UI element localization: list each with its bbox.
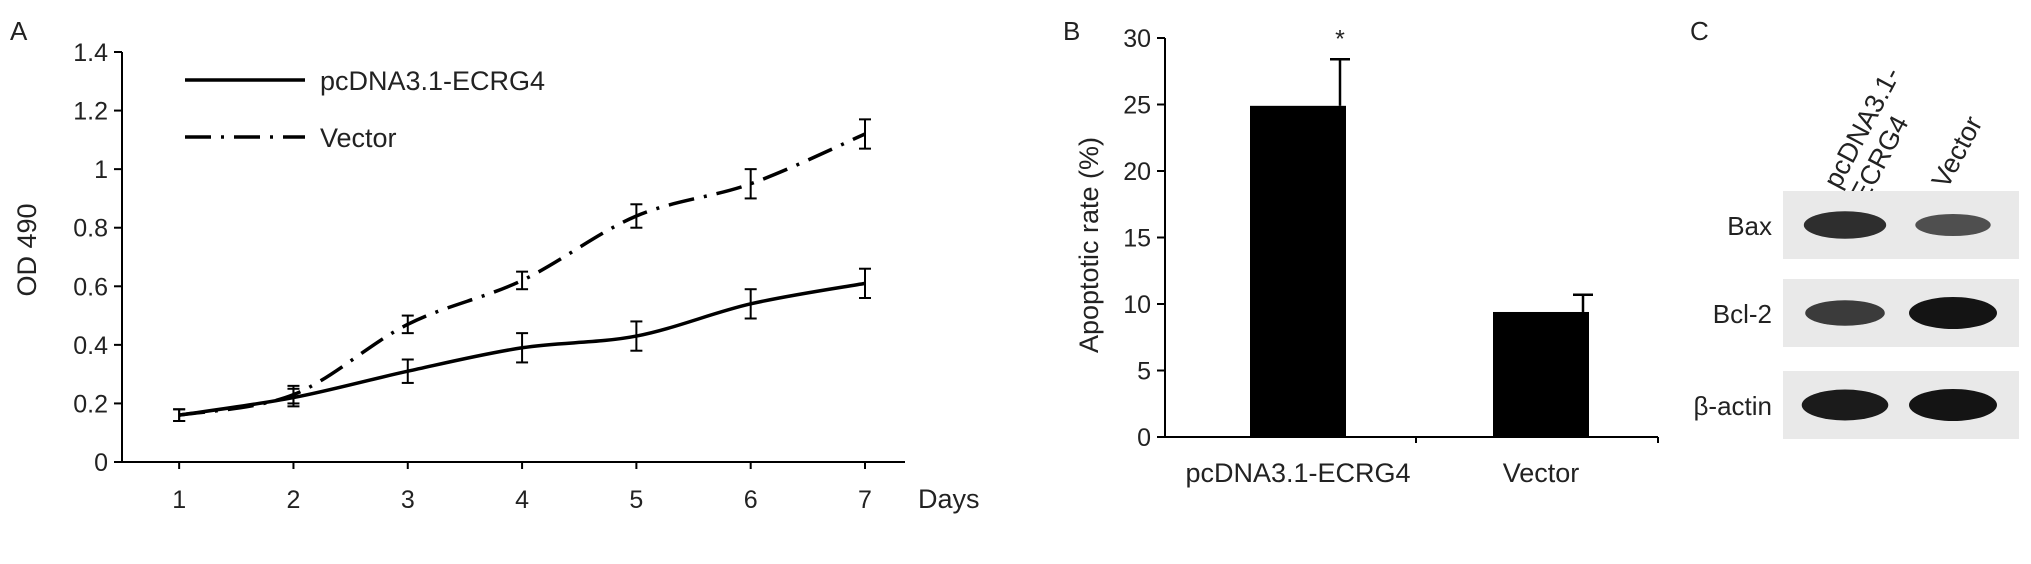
lane-label-line: Vector bbox=[1926, 111, 1988, 193]
panel-a-y-tick-label: 1 bbox=[94, 156, 108, 184]
lane-label: Vector bbox=[1926, 111, 1988, 193]
bar bbox=[1493, 311, 1589, 437]
panel-b: B Apoptotic rate (%) 0 5 10 15 20 25 30 * pcDNA… bbox=[1063, 16, 1659, 488]
panel-a-series-group bbox=[173, 118, 871, 422]
panel-a-y-axis-title: OD 490 bbox=[12, 203, 42, 296]
panel-a-x-tick-label: 5 bbox=[629, 486, 643, 514]
legend-label-ecrg4: pcDNA3.1-ECRG4 bbox=[320, 66, 545, 96]
panel-b-y-tick-label: 30 bbox=[1123, 25, 1151, 53]
panel-a-x-tick-label: 7 bbox=[858, 486, 872, 514]
legend-label-vector: Vector bbox=[320, 123, 397, 153]
blot-band bbox=[1801, 389, 1889, 421]
panel-b-y-tick-label: 15 bbox=[1123, 225, 1151, 253]
blot-band bbox=[1909, 389, 1997, 421]
panel-a-x-tick-label: 2 bbox=[287, 486, 301, 514]
panel-a-axes: 0 0.2 0.4 0.6 0.8 1 1.2 1.4 1 2 3 4 5 6 7 bbox=[73, 39, 905, 514]
blot-row-label: Bcl-2 bbox=[1713, 299, 1772, 329]
panel-a-x-tick-label: 3 bbox=[401, 486, 415, 514]
panel-c-letter: C bbox=[1690, 16, 1709, 46]
panel-a-x-tick-label: 6 bbox=[744, 486, 758, 514]
panel-a-x-tick-label: 4 bbox=[515, 486, 529, 514]
panel-c: C pcDNA3.1-ECRG4 Vector Bax Bcl-2 β-actin bbox=[1690, 16, 2019, 439]
panel-b-y-tick-label: 0 bbox=[1137, 424, 1151, 452]
blot-row-label: Bax bbox=[1727, 211, 1772, 241]
blot-band bbox=[1805, 300, 1885, 326]
panel-b-bars-group: * pcDNA3.1-ECRG4 Vector bbox=[1185, 25, 1593, 488]
panel-a-x-axis-title: Days bbox=[918, 484, 980, 514]
panel-a-x-tick-label: 1 bbox=[172, 486, 186, 514]
panel-a: A OD 490 Days 0 0.2 0.4 0.6 0.8 1 1.2 1.4 1 2 3 4 5 6… bbox=[10, 16, 980, 514]
western-blot: pcDNA3.1-ECRG4 Vector Bax Bcl-2 β-actin bbox=[1693, 62, 2019, 439]
blot-band bbox=[1909, 297, 1997, 329]
panel-a-y-tick-label: 0 bbox=[94, 449, 108, 477]
blot-row-label: β-actin bbox=[1693, 391, 1772, 421]
panel-b-y-tick-label: 25 bbox=[1123, 92, 1151, 120]
panel-b-letter: B bbox=[1063, 16, 1080, 46]
panel-a-y-tick-label: 0.4 bbox=[73, 332, 108, 360]
panel-a-letter: A bbox=[10, 16, 28, 46]
panel-a-y-tick-label: 1.2 bbox=[73, 98, 108, 126]
blot-band bbox=[1915, 213, 1991, 237]
significance-marker: * bbox=[1335, 25, 1345, 53]
bar bbox=[1250, 105, 1346, 437]
panel-a-y-tick-label: 0.8 bbox=[73, 215, 108, 243]
panel-b-y-tick-label: 5 bbox=[1137, 358, 1151, 386]
panel-a-y-tick-label: 1.4 bbox=[73, 39, 108, 67]
blot-band bbox=[1803, 211, 1887, 239]
panel-b-x-tick-label: Vector bbox=[1503, 458, 1580, 488]
panel-b-y-tick-label: 20 bbox=[1123, 158, 1151, 186]
panel-a-y-tick-label: 0.2 bbox=[73, 390, 108, 418]
panel-a-y-tick-label: 0.6 bbox=[73, 273, 108, 301]
lane-label: pcDNA3.1-ECRG4 bbox=[1818, 62, 1933, 207]
panel-b-y-axis-title: Apoptotic rate (%) bbox=[1074, 137, 1104, 353]
panel-a-legend: pcDNA3.1-ECRG4 Vector bbox=[185, 66, 545, 153]
panel-b-x-tick-label: pcDNA3.1-ECRG4 bbox=[1185, 458, 1410, 488]
panel-b-y-tick-label: 10 bbox=[1123, 291, 1151, 319]
